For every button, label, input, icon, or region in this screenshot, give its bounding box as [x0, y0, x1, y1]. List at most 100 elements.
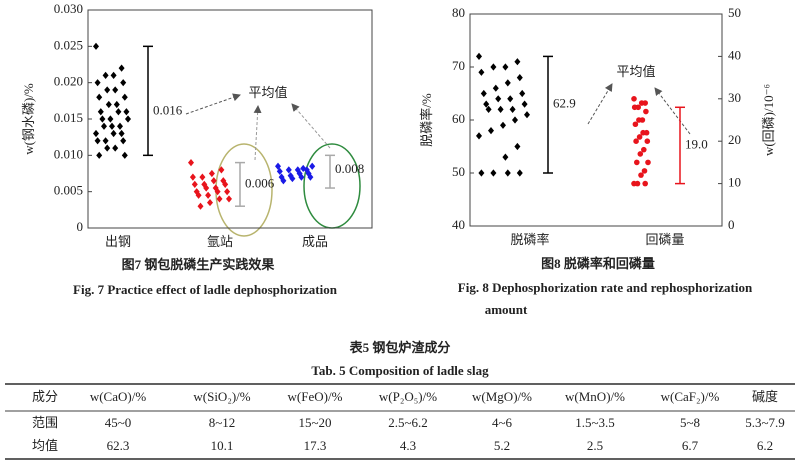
y-tick-label: 0.015 [54, 110, 83, 125]
data-point [280, 177, 287, 185]
x-tick-label: 出钢 [105, 234, 131, 249]
data-point [99, 115, 106, 123]
y-axis-label: 脱磷率/% [419, 93, 434, 147]
table-cell: 17.3 [304, 438, 327, 453]
data-point [631, 180, 637, 187]
table-header: w(FeO)/% [288, 389, 343, 404]
data-point [516, 74, 523, 82]
table-cell: 4.3 [400, 438, 416, 453]
mean-label: 0.008 [335, 161, 364, 176]
data-point [641, 168, 648, 174]
data-point [490, 169, 497, 177]
data-point [495, 95, 502, 103]
y-tick-label: 70 [452, 58, 465, 73]
data-point [488, 127, 494, 135]
data-point [642, 180, 648, 187]
mean-label: 0.016 [153, 103, 183, 118]
data-point [524, 111, 530, 119]
caption: 图8 脱磷率和回磷量 [541, 256, 655, 271]
data-point [276, 167, 283, 175]
data-point [203, 184, 210, 192]
data-point [102, 71, 109, 79]
data-point [113, 100, 120, 109]
data-point [123, 108, 130, 116]
data-point [492, 84, 499, 92]
data-point [275, 162, 281, 170]
y2-tick-label: 40 [728, 47, 741, 62]
data-point [205, 191, 212, 199]
caption: amount [485, 302, 528, 317]
data-point [633, 138, 639, 144]
data-point [118, 64, 125, 72]
data-point [207, 198, 213, 207]
data-point [125, 115, 131, 123]
data-point [94, 137, 101, 145]
data-point [504, 169, 511, 177]
data-point [478, 68, 485, 76]
data-point [96, 151, 103, 159]
y-tick-label: 50 [452, 164, 465, 179]
mean-label: 62.9 [553, 96, 576, 111]
arrow [253, 105, 262, 161]
data-point [210, 177, 217, 185]
data-point [638, 172, 644, 178]
table-cell: 2.5 [587, 438, 603, 453]
data-point [641, 146, 647, 153]
data-point [191, 180, 198, 188]
y-tick-label: 0.025 [54, 37, 83, 52]
data-point [502, 153, 509, 161]
annotation: 平均值 [616, 64, 655, 79]
data-point [102, 137, 109, 145]
data-point [521, 100, 528, 108]
data-point [214, 188, 221, 196]
data-point [500, 121, 506, 129]
arrow [291, 103, 331, 149]
data-point [121, 93, 128, 101]
data-point [514, 142, 521, 151]
data-point [516, 169, 523, 177]
data-point [97, 108, 104, 116]
data-point [519, 89, 526, 98]
data-point [514, 58, 521, 66]
data-point [96, 93, 103, 101]
data-point [112, 86, 119, 94]
y2-tick-label: 0 [728, 217, 735, 232]
data-point [645, 159, 651, 166]
table-header: w(P₂O₅)/% [379, 389, 437, 404]
annotation: 平均值 [248, 85, 287, 100]
data-point [94, 79, 101, 87]
y-tick-label: 0.030 [54, 1, 83, 16]
data-point [289, 174, 296, 183]
caption: Fig. 7 Practice effect of ladle dephosph… [73, 282, 338, 297]
y2-tick-label: 10 [728, 175, 741, 190]
data-point [504, 79, 511, 87]
table-cell: 均值 [32, 438, 58, 453]
table-cell: 5.3~7.9 [745, 415, 785, 430]
table-cell: 62.3 [107, 438, 130, 453]
x-tick-label: 回磷量 [645, 232, 684, 247]
data-point [631, 104, 638, 111]
data-point [298, 173, 305, 181]
data-point [480, 89, 487, 98]
data-point [507, 95, 514, 103]
x-tick-label: 脱磷率 [510, 232, 549, 247]
data-point [105, 100, 112, 109]
data-point [101, 122, 107, 130]
data-point [109, 122, 115, 130]
data-point [117, 122, 123, 130]
y-tick-label: 0.020 [54, 74, 83, 89]
table-cell: 5~8 [680, 415, 700, 430]
data-point [104, 86, 111, 94]
y-tick-label: 0 [77, 219, 84, 234]
data-point [188, 159, 194, 167]
data-point [631, 96, 637, 102]
data-point [195, 191, 202, 199]
data-point [502, 63, 509, 71]
y-tick-label: 0.010 [54, 146, 83, 161]
data-point [636, 117, 642, 123]
table-cell: 5.2 [494, 438, 510, 453]
table-header: 碱度 [752, 389, 778, 404]
mean-label: 19.0 [685, 136, 708, 151]
data-point [644, 138, 651, 144]
